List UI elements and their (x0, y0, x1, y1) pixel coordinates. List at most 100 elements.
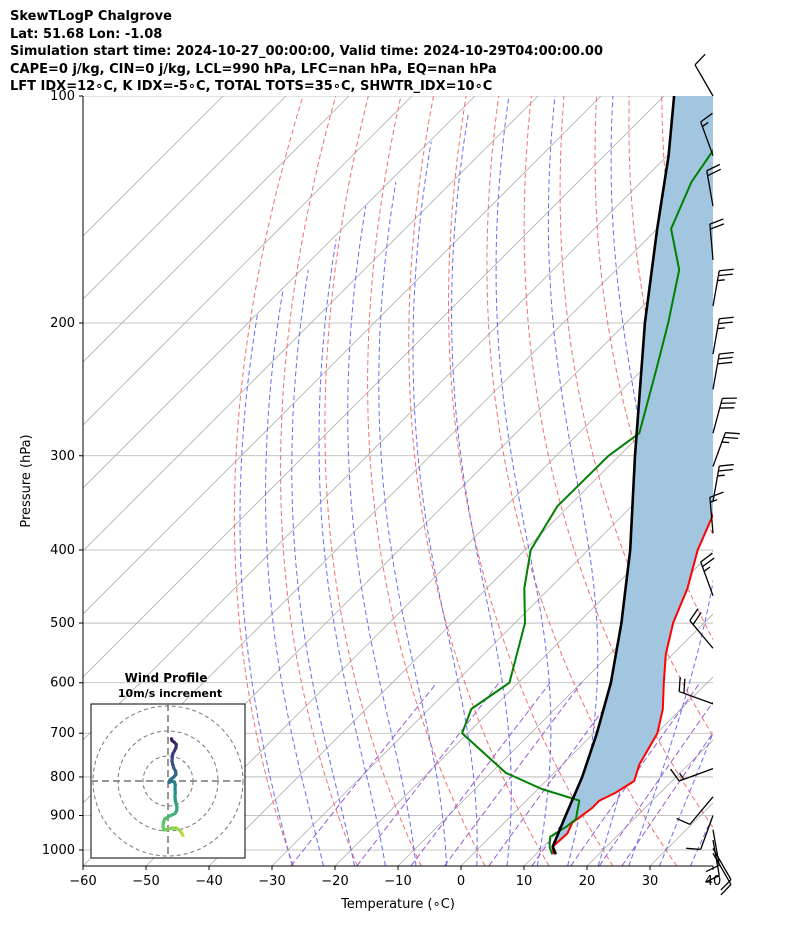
moist-adiabat-line (265, 288, 324, 866)
mixing-ratio-line (356, 682, 500, 866)
dry-adiabat-line (408, 96, 550, 866)
chart-title: SkewTLogP Chalgrove (10, 9, 172, 24)
wind-barb-half-flag (717, 279, 725, 282)
isotherm-line (83, 96, 350, 363)
isotherm-line (271, 424, 713, 866)
dry-adiabat-line (727, 96, 794, 866)
dry-adiabat-line (447, 96, 614, 866)
temperature-line (551, 512, 713, 855)
x-tick-label: −40 (195, 874, 222, 889)
wind-barb-staff (678, 690, 714, 705)
wind-barb (706, 163, 721, 207)
wind-barb-half-flag (717, 474, 725, 477)
dry-adiabat-line (594, 96, 713, 641)
wind-barb-flag (725, 432, 740, 435)
mixing-ratio-line (410, 682, 551, 866)
wind-barb-flag (719, 463, 734, 467)
y-tick-label: 100 (50, 89, 75, 104)
wind-barb (689, 608, 714, 649)
moist-adiabat-line (347, 206, 417, 866)
indices-line-2: LFT IDX=12∘C, K IDX=-5∘C, TOTAL TOTS=35∘… (10, 79, 493, 95)
wind-barb-flag (720, 884, 732, 896)
moist-adiabat-line (412, 141, 478, 866)
x-tick-label: 0 (457, 874, 465, 889)
mixing-ratio-line (570, 682, 701, 866)
moist-adiabat-line (628, 96, 713, 866)
y-tick-label: 600 (50, 676, 75, 691)
wind-barb-staff (712, 353, 720, 390)
wind-barb-flag (719, 268, 734, 272)
wind-barb-staff (712, 270, 720, 307)
y-tick-label: 300 (50, 449, 75, 464)
isotherm-line (83, 96, 602, 615)
x-tick-label: 10 (516, 874, 533, 889)
wind-barb-staff (712, 829, 720, 866)
x-tick-label: −10 (384, 874, 411, 889)
indices-line-1: CAPE=0 j/kg, CIN=0 j/kg, LCL=990 hPa, LF… (10, 61, 497, 77)
moist-adiabat-line (721, 96, 794, 866)
hodograph-segment (169, 737, 174, 743)
mixing-ratio-line (488, 682, 624, 866)
moist-adiabat-line (659, 731, 713, 866)
wind-barb-staff (712, 465, 720, 502)
wind-barb-flag (705, 874, 720, 883)
wind-barb-half-flag (679, 772, 685, 780)
dry-adiabat-line (760, 96, 794, 866)
wind-barb-flag (718, 356, 733, 360)
moist-adiabat-line (291, 269, 355, 866)
wind-barb (676, 796, 714, 825)
y-tick-label: 500 (50, 616, 75, 631)
isotherm-line (334, 487, 713, 866)
wind-barb-flag (719, 351, 734, 355)
isotherm-line (83, 96, 539, 552)
isotherm-line (712, 865, 713, 866)
cin-shaded-area (552, 96, 713, 847)
isotherm-line (83, 96, 665, 678)
x-tick-label: 20 (579, 874, 596, 889)
wind-barb (712, 463, 734, 502)
wind-barb-flag (718, 273, 733, 277)
wind-barb (712, 351, 734, 390)
wind-barb (678, 676, 714, 705)
wind-barb-flag (689, 608, 699, 622)
y-axis-title: Pressure (hPa) (19, 434, 34, 527)
isotherm-line (83, 96, 287, 300)
wind-barb-staff (678, 768, 714, 782)
wind-barb-flag (670, 768, 680, 782)
moist-adiabat-line (318, 239, 386, 866)
wind-barb-staff (712, 432, 726, 467)
wind-barb (686, 815, 714, 850)
isotherm-line (83, 96, 224, 237)
wind-barb-flag (683, 678, 686, 694)
wind-barb (712, 268, 734, 307)
wind-barb (694, 53, 714, 97)
chart-header: SkewTLogP Chalgrove Lat: 51.68 Lon: -1.0… (10, 8, 603, 96)
isotherm-line (83, 96, 413, 426)
y-tick-label: 1000 (42, 843, 75, 858)
wind-barb-staff (700, 121, 714, 156)
wind-barb-flag (719, 316, 734, 320)
moist-adiabat-line (239, 314, 293, 866)
wind-barb (705, 829, 720, 873)
dewpoint-line (461, 148, 713, 855)
wind-barb (712, 432, 740, 467)
dry-adiabat-line (486, 96, 678, 866)
wind-barb-staff (700, 815, 714, 850)
location-line: Lat: 51.68 Lon: -1.08 (10, 26, 163, 42)
wind-barb-flag (717, 361, 733, 365)
wind-barb-flag (706, 163, 721, 172)
wind-barb-staff (709, 224, 714, 261)
wind-barb-flag (718, 468, 733, 472)
wind-barb-flag (700, 552, 713, 563)
moist-adiabat-line (547, 96, 599, 866)
y-tick-label: 900 (50, 809, 75, 824)
x-tick-label: −30 (258, 874, 285, 889)
wind-barb-half-flag (702, 121, 709, 128)
dry-adiabat-line (233, 96, 304, 866)
wind-barb-flag (723, 436, 739, 440)
wind-barb-staff (700, 561, 714, 596)
mixing-ratio-line (598, 701, 713, 866)
wind-barb-half-flag (703, 566, 711, 572)
wind-barb-flag (700, 112, 713, 123)
x-axis-title: Temperature (∘C) (340, 897, 455, 912)
